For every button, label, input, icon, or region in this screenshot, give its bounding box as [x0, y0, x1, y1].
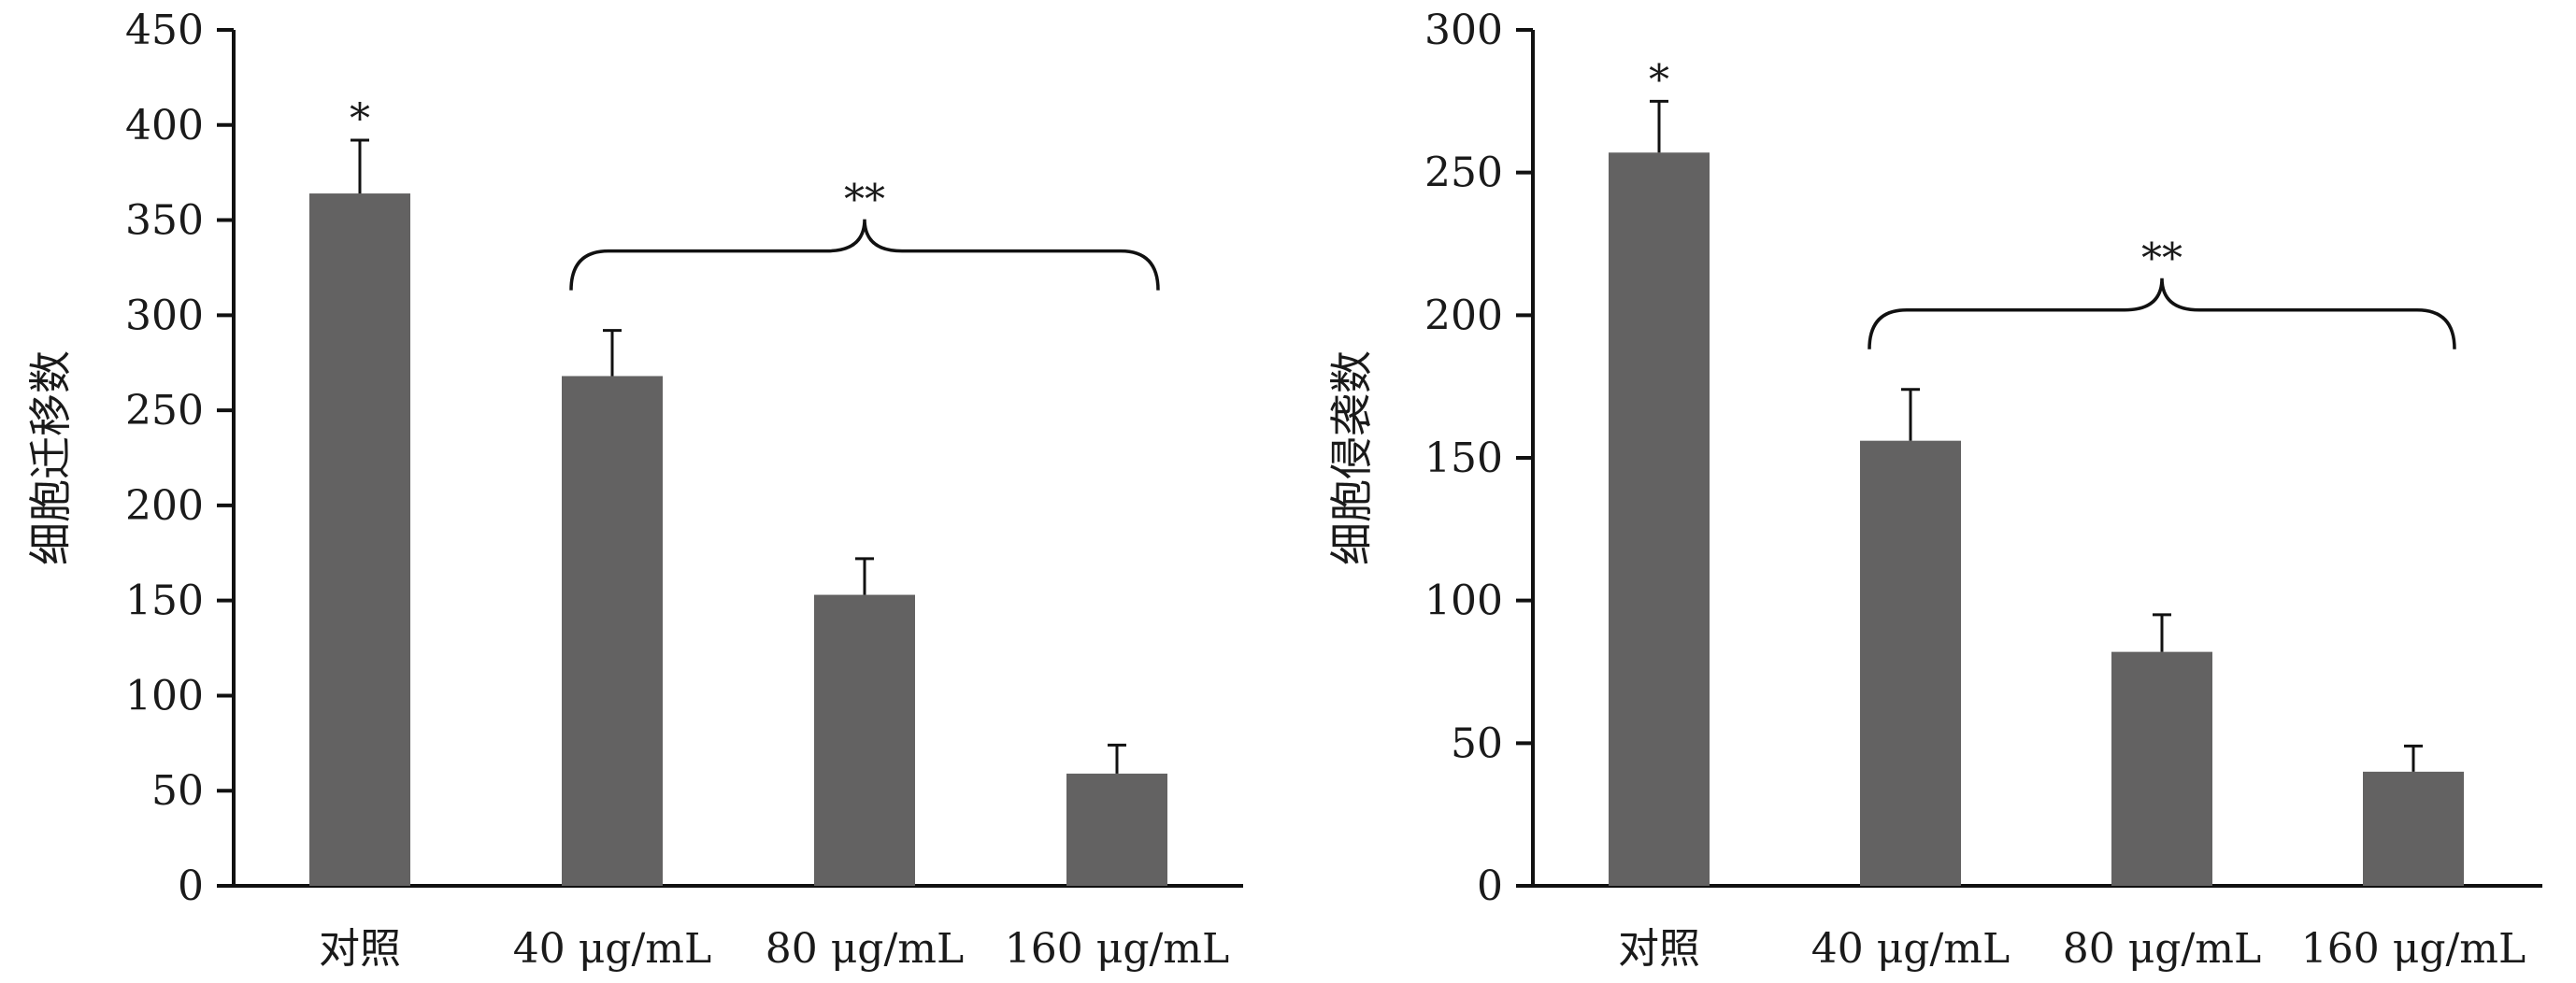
- y-tick-label: 450: [125, 7, 204, 54]
- significance-bracket: [1868, 278, 2456, 349]
- y-axis-title: 细胞侵袭数: [1326, 350, 1377, 565]
- bar: [309, 193, 410, 886]
- significance-marker: *: [1649, 56, 1669, 104]
- y-tick-label: 350: [125, 197, 204, 245]
- category-label: 160 μg/mL: [1005, 925, 1230, 973]
- bar: [814, 594, 915, 886]
- bar: [1609, 152, 1710, 886]
- category-label: 40 μg/mL: [1811, 925, 2011, 973]
- category-label: 160 μg/mL: [2301, 925, 2526, 973]
- y-tick-label: 150: [1424, 435, 1503, 482]
- y-tick-label: 200: [1424, 292, 1503, 339]
- y-axis-title: 细胞迁移数: [25, 350, 76, 565]
- y-tick-label: 100: [125, 672, 204, 719]
- bar: [2363, 771, 2464, 886]
- category-label: 80 μg/mL: [2063, 925, 2262, 973]
- category-label: 80 μg/mL: [766, 925, 965, 973]
- y-tick-label: 0: [178, 862, 204, 910]
- significance-marker: **: [844, 177, 885, 224]
- significance-marker: **: [2141, 235, 2182, 283]
- category-label: 对照: [319, 925, 401, 973]
- category-label: 对照: [1618, 925, 1700, 973]
- y-tick-label: 300: [1424, 7, 1503, 54]
- y-tick-label: 200: [125, 482, 204, 530]
- y-tick-label: 100: [1424, 577, 1503, 625]
- significance-bracket: [569, 219, 1160, 291]
- significance-marker: *: [350, 95, 370, 143]
- y-tick-label: 250: [1424, 150, 1503, 197]
- y-tick-label: 300: [125, 292, 204, 339]
- bar: [562, 376, 663, 887]
- y-tick-label: 150: [125, 577, 204, 625]
- bar: [2111, 651, 2212, 886]
- y-tick-label: 50: [1451, 719, 1503, 767]
- bar: [1860, 440, 1961, 886]
- y-tick-label: 50: [151, 767, 204, 815]
- y-tick-label: 0: [1477, 862, 1503, 910]
- category-label: 40 μg/mL: [513, 925, 712, 973]
- y-tick-label: 400: [125, 102, 204, 150]
- y-tick-label: 250: [125, 387, 204, 435]
- bar: [1066, 773, 1167, 886]
